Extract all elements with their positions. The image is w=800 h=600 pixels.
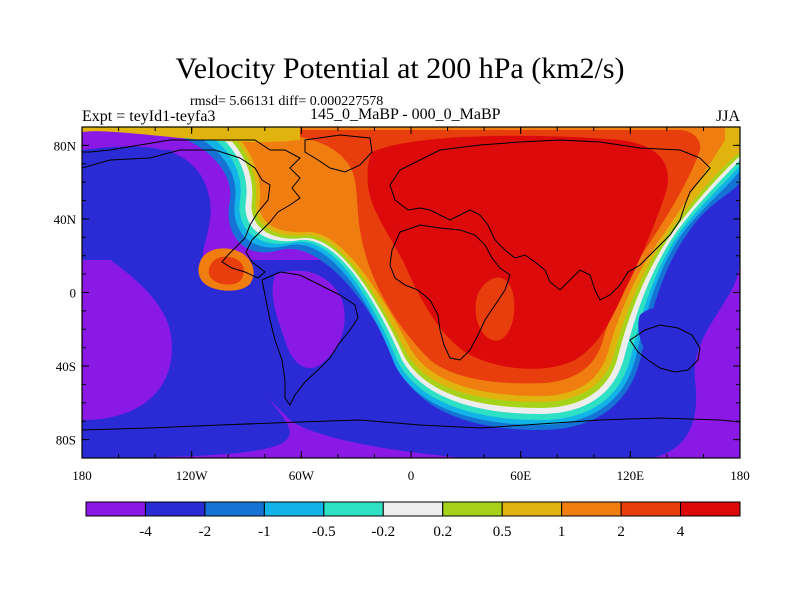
colorbar-swatch — [561, 501, 622, 517]
continent-outlines — [82, 134, 740, 431]
lon-tick-label: 180 — [730, 468, 750, 483]
lat-tick-label: 40S — [56, 359, 76, 374]
colorbar-swatch — [680, 501, 741, 517]
season-label: JJA — [716, 108, 741, 125]
colorbar-label: 0.5 — [493, 524, 512, 540]
colorbar-label: -1 — [258, 524, 271, 540]
colorbar-swatch — [263, 501, 325, 517]
colorbar-swatch — [382, 501, 444, 517]
map-field — [82, 127, 740, 458]
lon-tick-label: 60E — [510, 468, 531, 483]
lon-tick-label: 180 — [72, 468, 92, 483]
lat-tick-label: 40N — [54, 212, 77, 227]
field-center-red — [367, 135, 668, 369]
colorbar-swatch — [85, 501, 146, 517]
colorbar-label: 1 — [558, 524, 566, 540]
field-arctic-warm — [82, 127, 300, 143]
colorbar-label: -2 — [199, 524, 212, 540]
latitude-axis: 80N 40N 0 40S 80S — [54, 138, 740, 448]
field-maritime-pocket — [638, 307, 685, 362]
colorbar: -4 -2 -1 -0.5 -0.2 0.2 0.5 1 2 4 — [85, 501, 741, 540]
lat-tick-label: 80N — [54, 138, 77, 153]
colorbar-swatch — [144, 501, 206, 517]
lon-tick-label: 0 — [408, 468, 415, 483]
experiment-label: Expt = teyId1-teyfa3 — [82, 108, 216, 125]
colorbar-label: -0.2 — [371, 524, 395, 540]
lon-tick-label: 120W — [176, 468, 209, 483]
lat-tick-label: 0 — [70, 286, 77, 301]
stats-line: rmsd= 5.66131 diff= 0.000227578 — [190, 94, 384, 109]
colorbar-swatch — [323, 501, 384, 517]
lon-tick-label: 60W — [289, 468, 315, 483]
coast-africa — [389, 224, 511, 361]
colorbar-label: -0.5 — [312, 524, 336, 540]
field-samerica-core — [272, 270, 345, 369]
coast-greenland — [304, 134, 373, 173]
colorbar-swatch — [204, 501, 265, 517]
coast-australia — [629, 324, 701, 373]
coast-antarctica — [82, 417, 740, 431]
field-carib-blob-core — [208, 256, 244, 285]
colorbar-swatch — [501, 501, 563, 517]
experiment-periods: 145_0_MaBP - 000_0_MaBP — [310, 106, 501, 123]
coast-eurasia — [389, 139, 711, 301]
lat-tick-label: 80S — [56, 433, 76, 448]
colorbar-label: -4 — [139, 524, 152, 540]
colorbar-label: 4 — [677, 524, 685, 540]
field-indian-tongue — [475, 277, 515, 341]
colorbar-label: 2 — [617, 524, 625, 540]
colorbar-swatch — [442, 501, 503, 517]
colorbar-label: 0.2 — [433, 524, 452, 540]
coast-north-america — [82, 139, 301, 279]
map-title: Velocity Potential at 200 hPa (km2/s) — [175, 52, 625, 85]
longitude-axis: 180 120W 60W 0 60E 120E 180 — [72, 127, 750, 483]
field-band-west-blue — [82, 150, 290, 458]
lon-tick-label: 120E — [617, 468, 645, 483]
colorbar-swatch — [620, 501, 682, 517]
coast-south-america — [261, 271, 359, 406]
